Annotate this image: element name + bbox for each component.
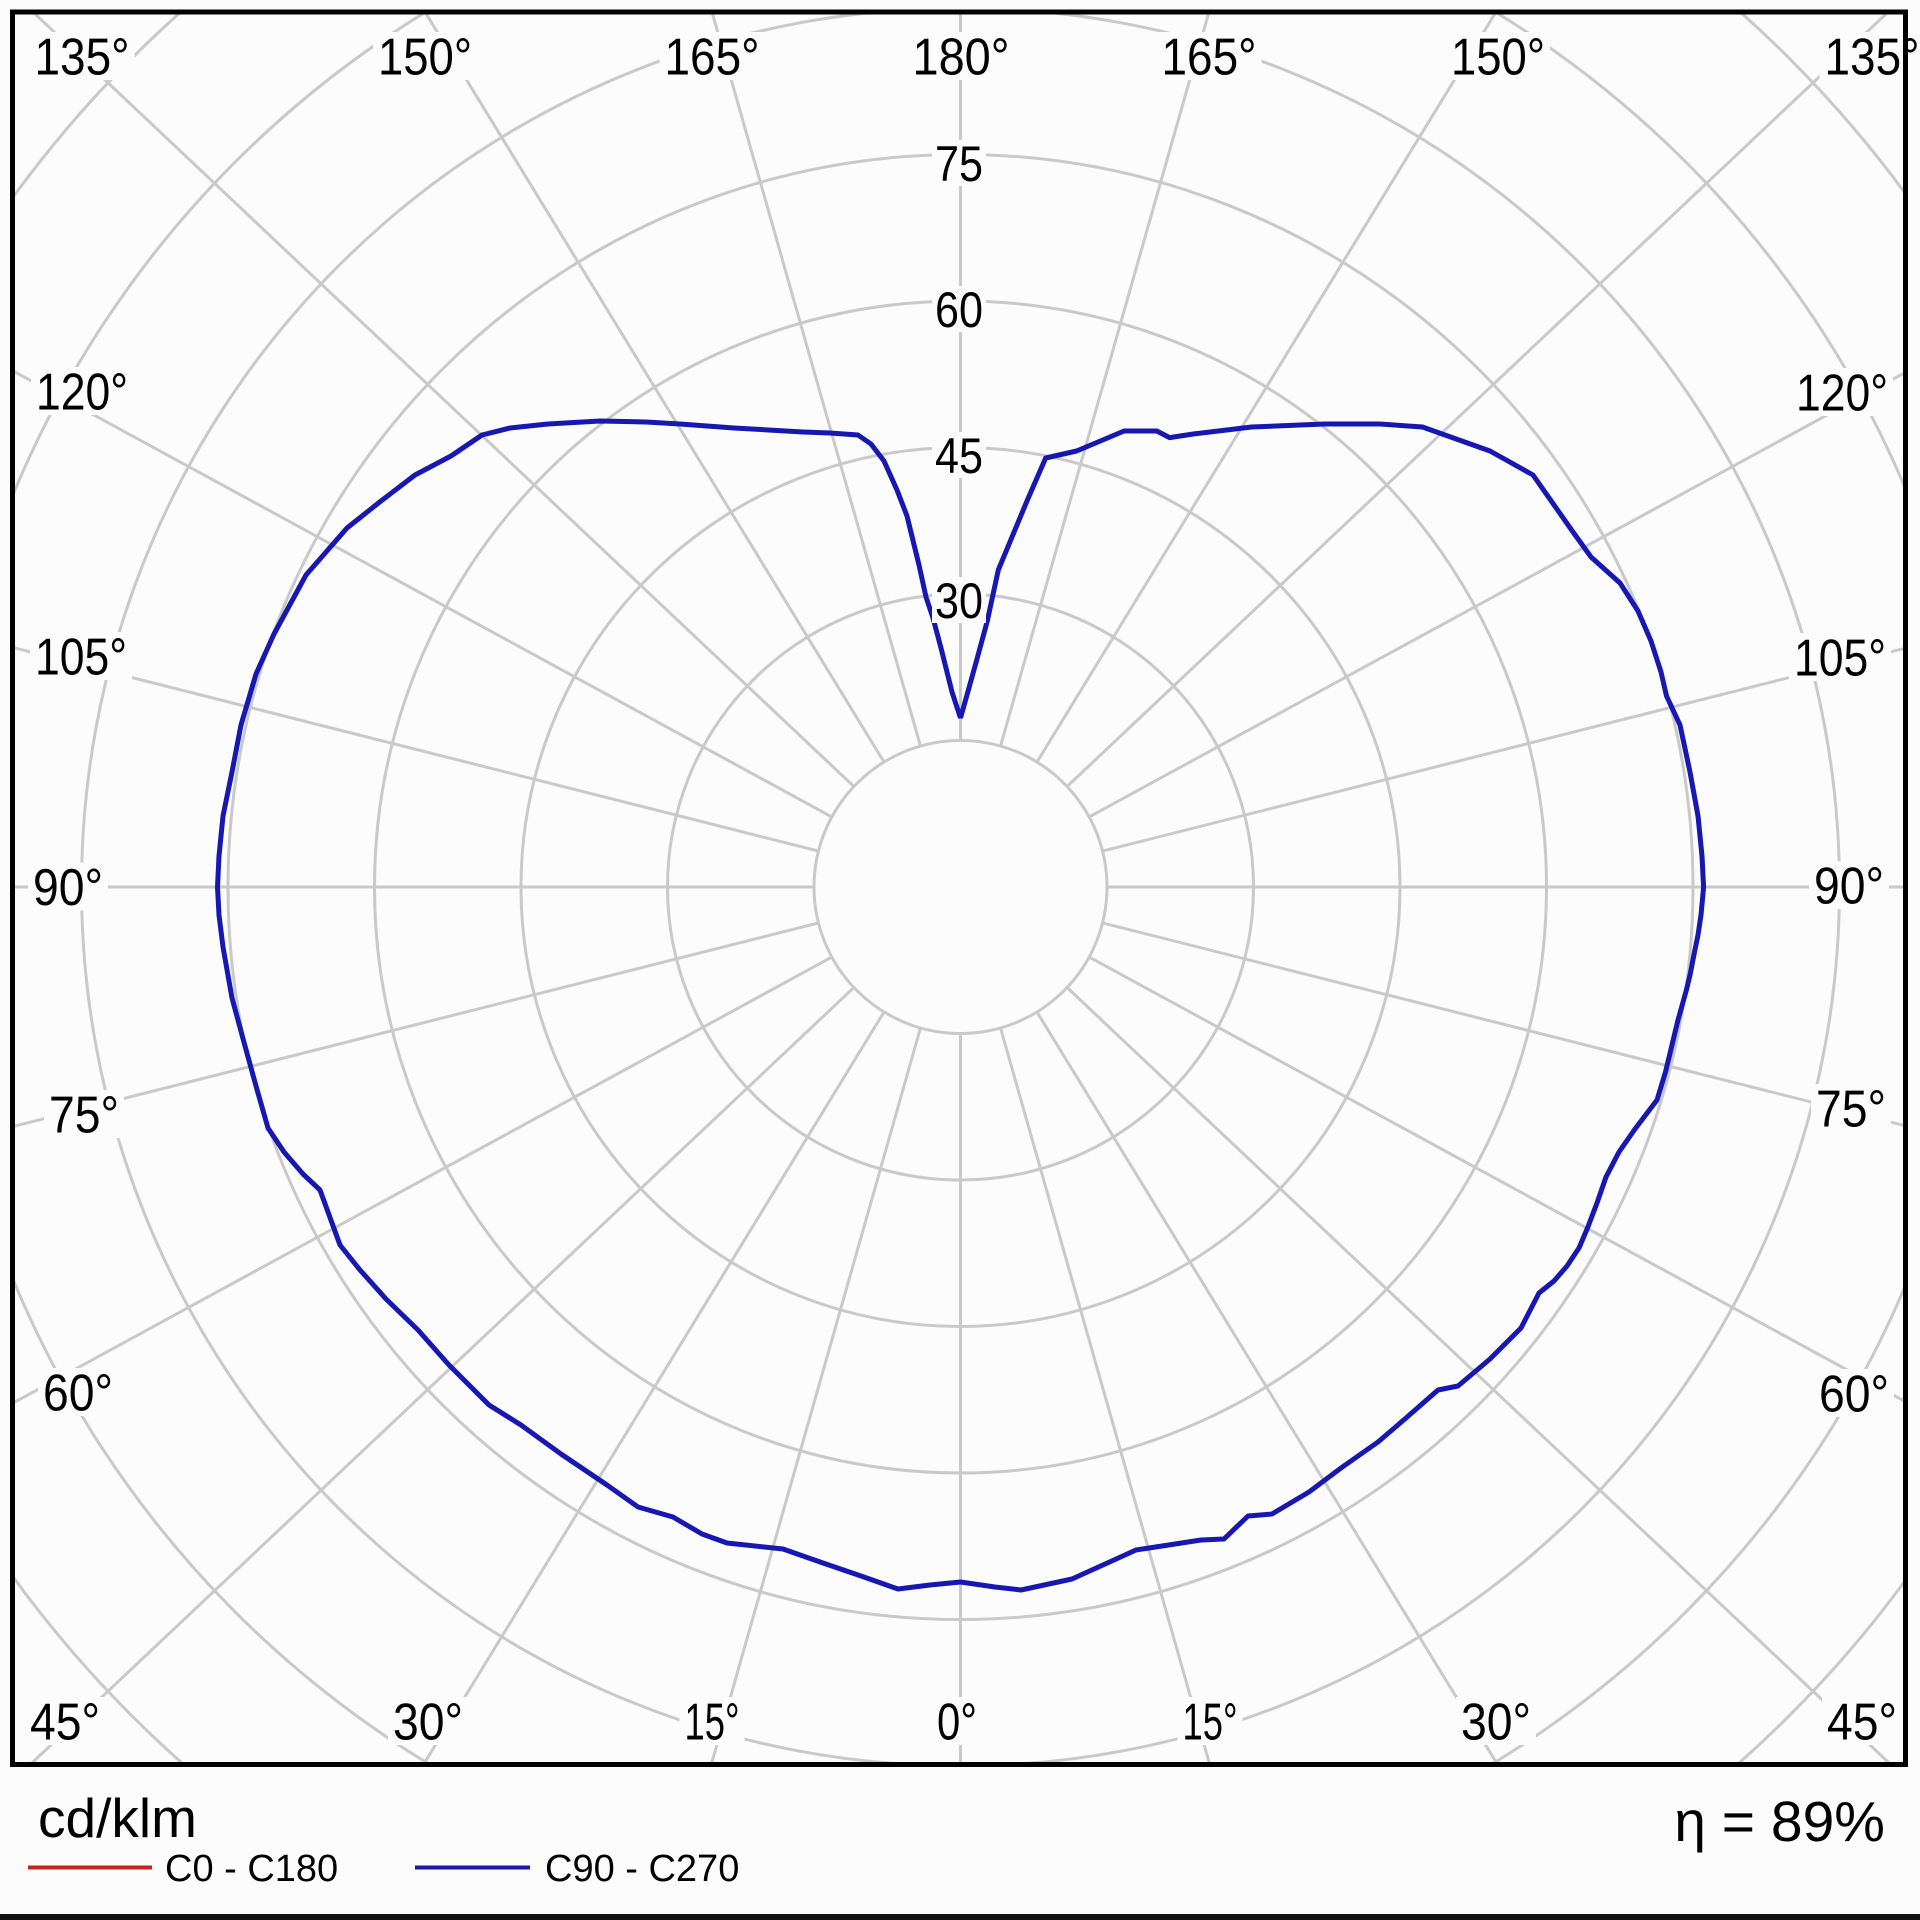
svg-text:C0 - C180: C0 - C180 [165, 1848, 338, 1890]
svg-text:15°: 15° [685, 1694, 740, 1752]
svg-text:30: 30 [935, 573, 983, 629]
svg-text:60°: 60° [1819, 1366, 1889, 1424]
svg-text:165°: 165° [1162, 29, 1257, 87]
svg-text:cd/klm: cd/klm [38, 1787, 197, 1849]
svg-text:C90 - C270: C90 - C270 [545, 1848, 739, 1890]
svg-text:150°: 150° [1451, 29, 1545, 87]
svg-text:0°: 0° [937, 1694, 977, 1752]
svg-text:15°: 15° [1183, 1694, 1238, 1752]
svg-text:105°: 105° [35, 629, 127, 687]
svg-text:30°: 30° [393, 1694, 463, 1752]
svg-text:60: 60 [935, 282, 983, 338]
svg-text:75°: 75° [49, 1087, 119, 1145]
svg-text:165°: 165° [665, 29, 760, 87]
svg-text:120°: 120° [36, 364, 128, 422]
svg-text:105°: 105° [1794, 630, 1886, 688]
svg-text:45: 45 [935, 428, 983, 484]
svg-text:30°: 30° [1461, 1694, 1531, 1752]
svg-text:75: 75 [935, 136, 983, 192]
svg-text:45°: 45° [1827, 1694, 1897, 1752]
svg-text:90°: 90° [33, 859, 103, 917]
svg-text:45°: 45° [30, 1694, 100, 1752]
svg-text:60°: 60° [43, 1365, 113, 1423]
svg-text:90°: 90° [1814, 858, 1884, 916]
svg-text:135°: 135° [35, 29, 130, 87]
svg-text:150°: 150° [378, 29, 472, 87]
svg-text:75°: 75° [1816, 1081, 1886, 1139]
svg-text:120°: 120° [1796, 365, 1888, 423]
svg-text:η = 89%: η = 89% [1674, 1790, 1885, 1854]
svg-text:180°: 180° [913, 29, 1010, 87]
